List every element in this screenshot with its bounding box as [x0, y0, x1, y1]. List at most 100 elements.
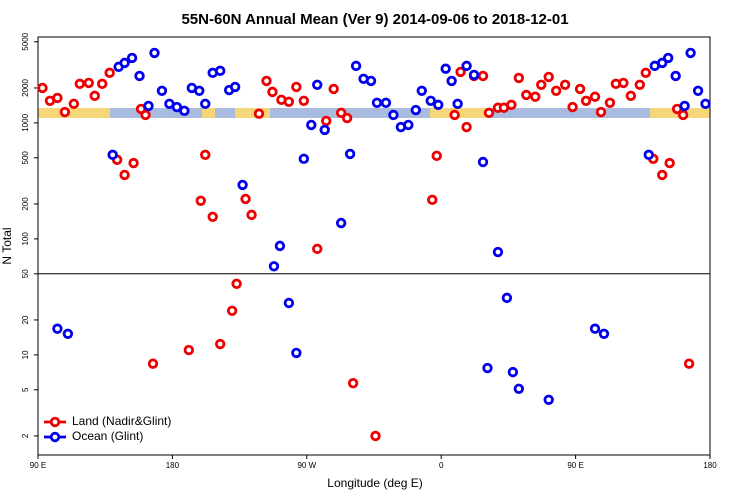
point: [477, 70, 489, 82]
y-tick-label: 5: [21, 387, 30, 392]
point: [380, 97, 392, 108]
point: [283, 96, 295, 107]
point: [283, 297, 295, 309]
y-tick-label: 2: [21, 433, 30, 438]
point: [226, 305, 238, 316]
point: [298, 153, 310, 165]
map-strip: [38, 108, 710, 118]
x-tick-label: 180: [703, 461, 717, 470]
point: [143, 100, 154, 112]
point: [483, 107, 495, 119]
point: [521, 89, 532, 101]
legend-label: Land (Nadir&Glint): [72, 414, 171, 428]
point: [634, 79, 646, 90]
point: [513, 383, 525, 394]
legend-marker: [49, 416, 61, 428]
point: [507, 366, 519, 378]
point: [506, 99, 517, 111]
point: [171, 101, 183, 113]
point: [261, 75, 272, 87]
point: [604, 97, 616, 108]
point: [319, 124, 330, 136]
point: [59, 106, 71, 118]
x-tick-label: 90 W: [297, 461, 316, 470]
point: [298, 95, 310, 107]
point: [268, 261, 280, 272]
chart-title: 55N-60N Annual Mean (Ver 9) 2014-09-06 t…: [181, 11, 568, 28]
point: [513, 72, 525, 84]
point: [52, 323, 63, 334]
point: [440, 63, 451, 74]
point: [37, 82, 48, 94]
point: [580, 95, 592, 107]
point: [229, 81, 241, 93]
point: [677, 109, 689, 121]
point: [214, 338, 226, 350]
point: [449, 109, 460, 121]
legend-label: Ocean (Glint): [72, 429, 143, 443]
point: [52, 92, 63, 104]
point: [403, 119, 414, 131]
point: [253, 108, 265, 119]
point: [195, 195, 206, 206]
ocean-strip: [270, 108, 430, 118]
point: [692, 85, 704, 97]
point: [371, 97, 383, 108]
point: [68, 98, 80, 110]
point: [156, 85, 168, 97]
point: [335, 217, 347, 229]
x-tick-label: 0: [439, 461, 444, 470]
point: [328, 83, 339, 95]
point: [425, 95, 436, 107]
point: [104, 67, 115, 79]
point: [347, 377, 359, 389]
legend: Land (Nadir&Glint)Ocean (Glint): [44, 414, 171, 443]
x-tick-label: 180: [166, 461, 180, 470]
y-tick-label: 10: [21, 350, 30, 359]
point: [344, 148, 356, 160]
point: [149, 47, 160, 59]
plot-frame: [37, 36, 711, 456]
point: [388, 109, 399, 121]
point: [119, 169, 130, 181]
point: [431, 150, 442, 162]
point: [341, 112, 353, 124]
point: [700, 98, 711, 110]
point: [657, 169, 668, 181]
point: [62, 328, 74, 339]
point: [559, 79, 571, 90]
y-tick-label: 100: [21, 232, 30, 246]
x-tick-label: 90 E: [30, 461, 46, 470]
point: [433, 99, 444, 111]
point: [214, 65, 226, 77]
point: [685, 47, 696, 59]
point: [536, 79, 547, 90]
point: [446, 75, 457, 87]
point: [543, 394, 554, 405]
point: [147, 358, 159, 369]
point: [482, 362, 493, 374]
point: [291, 81, 302, 93]
point: [74, 78, 86, 90]
point: [200, 149, 211, 161]
point: [625, 90, 637, 102]
point: [501, 292, 513, 304]
point: [416, 85, 427, 97]
point: [595, 106, 607, 118]
point: [306, 119, 317, 131]
point: [643, 149, 654, 161]
ocean-strip: [490, 108, 650, 118]
point: [312, 243, 323, 255]
point: [267, 86, 278, 98]
y-tick-label: 2000: [21, 79, 30, 97]
ocean-strip: [110, 108, 202, 118]
point: [455, 66, 466, 78]
point: [89, 90, 100, 102]
point: [589, 91, 601, 102]
point: [194, 85, 205, 97]
point: [679, 100, 690, 112]
point: [350, 60, 362, 72]
point: [274, 240, 286, 252]
point: [335, 107, 347, 119]
point: [589, 323, 601, 334]
